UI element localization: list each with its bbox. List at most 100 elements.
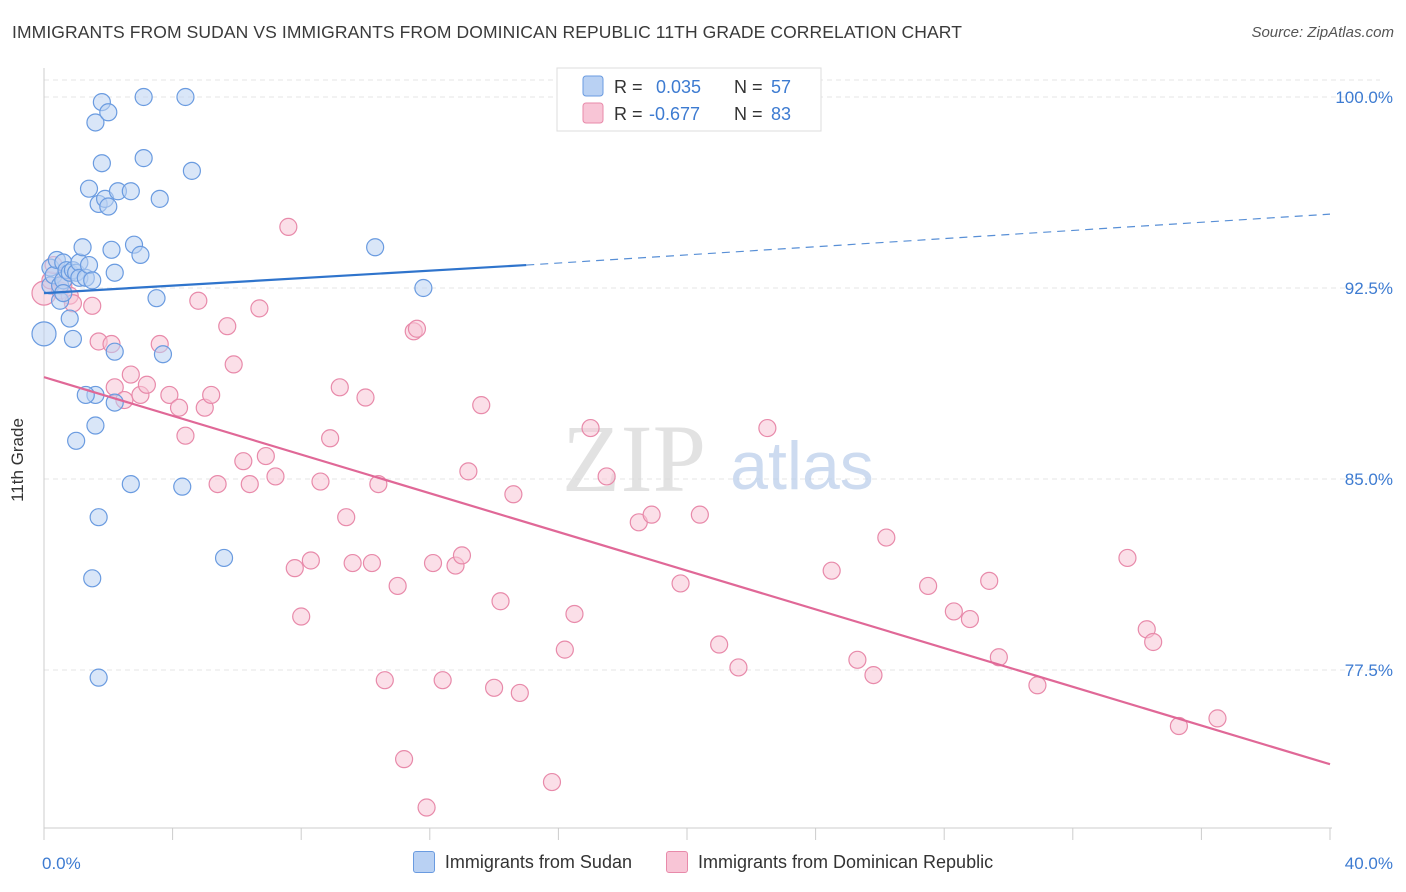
data-point [182, 161, 201, 180]
data-point [279, 217, 298, 236]
data-point [67, 431, 86, 450]
data-point [63, 329, 83, 349]
data-point [459, 462, 478, 481]
data-point [597, 467, 616, 486]
legend-swatch-dominican-bottom [665, 851, 688, 873]
y-tick-label-0: 100.0% [1335, 88, 1393, 107]
data-point [83, 271, 102, 290]
data-point [989, 648, 1008, 667]
data-point [121, 365, 140, 384]
gridlines [44, 79, 1380, 671]
y-tick-label-2: 85.0% [1345, 470, 1393, 489]
legend-label-sudan: Immigrants from Sudan [444, 851, 632, 872]
y-tick-label-1: 92.5% [1345, 279, 1393, 298]
data-point [285, 559, 304, 578]
data-point [224, 355, 243, 374]
legend-item-dominican: Immigrants from Dominican Republic [665, 851, 993, 873]
data-point [214, 548, 234, 568]
data-point [147, 289, 166, 308]
data-point [250, 299, 269, 318]
data-point [944, 602, 963, 621]
data-point [581, 418, 600, 438]
legend-swatch-sudan-bottom [412, 851, 435, 873]
data-point [1144, 632, 1163, 652]
legend-swatch-sudan [582, 75, 604, 97]
data-point [79, 179, 99, 198]
data-point [1118, 548, 1137, 568]
watermark: ZIP atlas [562, 405, 874, 512]
data-point [150, 189, 169, 208]
data-point [822, 561, 841, 580]
data-point [256, 446, 275, 466]
data-point [1208, 709, 1227, 728]
data-point [189, 291, 208, 310]
stat-r-value-1: -0.677 [649, 104, 700, 124]
data-point [919, 576, 938, 596]
y-tick-label-3: 77.5% [1345, 661, 1393, 680]
data-point [311, 472, 330, 491]
data-point [423, 553, 443, 573]
data-point [234, 452, 253, 471]
data-point [176, 87, 195, 107]
data-point [86, 113, 105, 132]
stat-r-label-1: R = [614, 104, 643, 124]
data-point [173, 477, 192, 496]
data-point [485, 678, 504, 697]
data-point [89, 668, 108, 687]
data-point [131, 245, 150, 264]
data-point [266, 467, 285, 486]
data-point [864, 665, 883, 685]
stat-n-value-0: 57 [771, 77, 791, 97]
data-point [504, 485, 523, 504]
data-point [89, 508, 108, 527]
data-point [218, 317, 237, 336]
trend-line-sudan [43, 263, 527, 295]
data-point [407, 319, 427, 338]
data-point [292, 607, 311, 626]
trend-line-dominican [43, 376, 1331, 766]
data-point [980, 571, 999, 590]
data-point [472, 396, 491, 415]
data-point [240, 474, 259, 494]
data-point [83, 296, 102, 315]
data-point [301, 551, 320, 570]
series-sudan-points [31, 87, 433, 687]
data-point [153, 345, 173, 364]
data-point [366, 238, 385, 257]
data-point [31, 321, 57, 347]
data-point [877, 528, 896, 547]
data-point [417, 798, 436, 817]
data-point [134, 87, 153, 107]
watermark-atlas: atlas [730, 428, 874, 504]
data-point [642, 505, 661, 524]
data-point [758, 418, 777, 438]
data-point [121, 474, 140, 494]
data-point [542, 772, 562, 792]
data-point [362, 553, 382, 573]
stat-r-label-0: R = [614, 77, 643, 97]
data-point [160, 385, 179, 405]
trend-line-sudan-extrapolated [526, 213, 1331, 266]
watermark-zip: ZIP [562, 405, 706, 512]
data-point [356, 388, 375, 407]
stat-r-value-0: 0.035 [656, 77, 701, 97]
data-point [169, 398, 189, 417]
data-point [121, 182, 140, 201]
data-point [330, 378, 349, 397]
data-point [99, 103, 118, 122]
data-point [565, 604, 584, 624]
data-point [710, 635, 729, 654]
tick-labels: 100.0% 92.5% 85.0% 77.5% 0.0% 40.0% [42, 88, 1393, 873]
data-point [86, 416, 105, 435]
data-point [343, 553, 362, 573]
data-point [105, 263, 124, 282]
data-point [1169, 716, 1188, 736]
axes [43, 68, 1332, 840]
stat-n-label-1: N = [734, 104, 763, 124]
data-point [102, 240, 121, 259]
data-point [202, 385, 221, 405]
data-point [176, 426, 195, 445]
series-legend: Immigrants from Sudan Immigrants from Do… [0, 851, 1406, 873]
data-point [60, 309, 79, 328]
